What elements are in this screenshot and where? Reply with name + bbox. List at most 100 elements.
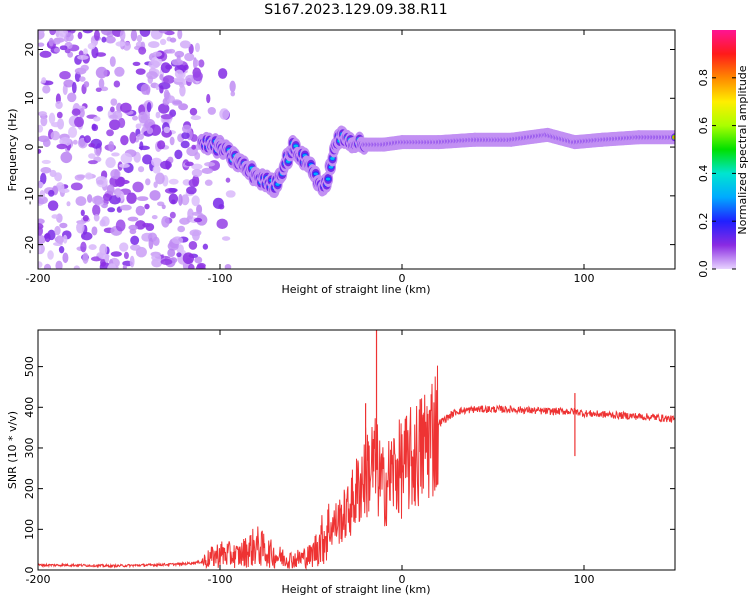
noise-speckle: [57, 236, 64, 245]
noise-speckle: [188, 263, 195, 269]
snr-ylabel: SNR (10 * v/v): [6, 411, 19, 489]
noise-speckle: [163, 89, 170, 100]
noise-speckle: [83, 48, 88, 55]
noise-speckle: [171, 236, 184, 245]
noise-speckle: [62, 234, 68, 244]
noise-speckle: [218, 204, 225, 210]
noise-speckle: [163, 126, 171, 134]
noise-speckle: [171, 199, 176, 204]
noise-speckle: [177, 30, 183, 40]
noise-speckle: [38, 148, 42, 154]
noise-speckle: [189, 107, 198, 116]
noise-speckle: [146, 127, 154, 135]
noise-speckle: [81, 231, 93, 241]
noise-speckle: [172, 100, 183, 105]
noise-speckle: [123, 251, 129, 260]
ridge-core: [293, 144, 299, 148]
noise-speckle: [93, 116, 101, 122]
noise-speckle: [225, 190, 236, 198]
noise-speckle: [132, 61, 141, 66]
noise-speckle: [206, 93, 211, 104]
noise-speckle: [75, 196, 87, 207]
noise-speckle: [66, 201, 71, 207]
colorbar-tick-label: 0.4: [697, 165, 710, 183]
noise-speckle: [96, 105, 104, 112]
noise-speckle: [194, 42, 200, 53]
noise-speckle: [83, 135, 91, 144]
noise-speckle: [188, 178, 199, 188]
snr-plot: [38, 330, 675, 570]
noise-speckle: [47, 250, 54, 260]
noise-speckle: [38, 218, 45, 225]
noise-speckle: [38, 196, 48, 205]
noise-speckle: [177, 225, 186, 233]
noise-speckle: [179, 84, 186, 97]
noise-speckle: [41, 77, 47, 84]
noise-speckle: [77, 31, 83, 40]
noise-speckle: [192, 230, 200, 241]
x-tick-label: 0: [399, 272, 406, 285]
noise-speckle: [70, 182, 83, 191]
ridge-core: [325, 177, 331, 181]
noise-speckle: [39, 50, 52, 58]
spectrogram-plot: [38, 30, 675, 269]
noise-speckle: [167, 48, 176, 54]
noise-speckle: [54, 225, 61, 236]
noise-speckle: [55, 100, 63, 110]
noise-speckle: [193, 217, 203, 223]
noise-speckle: [136, 196, 149, 202]
noise-speckle: [82, 215, 89, 222]
noise-speckle: [219, 108, 230, 120]
noise-speckle: [130, 235, 140, 245]
noise-speckle: [191, 144, 197, 150]
noise-speckle: [173, 77, 186, 83]
noise-speckle: [129, 131, 137, 144]
noise-speckle: [136, 34, 143, 43]
noise-speckle: [193, 59, 200, 67]
noise-speckle: [74, 174, 85, 181]
snr-line: [38, 365, 675, 570]
x-tick-label: 100: [574, 272, 595, 285]
noise-speckle: [107, 207, 116, 213]
noise-speckle: [120, 152, 133, 164]
noise-speckle: [152, 51, 163, 57]
noise-speckle: [63, 79, 75, 88]
noise-speckle: [174, 149, 183, 160]
noise-speckle: [186, 186, 197, 195]
noise-speckle: [48, 112, 56, 125]
noise-speckle: [184, 52, 195, 62]
noise-speckle: [82, 252, 89, 264]
noise-speckle: [87, 160, 98, 165]
noise-speckle: [178, 103, 189, 111]
y-tick-label: 10: [23, 91, 36, 105]
noise-speckle: [120, 204, 132, 211]
noise-speckle: [120, 102, 132, 113]
noise-speckle: [88, 153, 96, 159]
noise-speckle: [192, 71, 203, 82]
noise-speckle: [111, 152, 120, 157]
noise-speckle: [171, 58, 184, 66]
noise-speckle: [155, 172, 165, 185]
noise-speckle: [38, 42, 45, 47]
spectrogram-xlabel: Height of straight line (km): [281, 283, 430, 296]
noise-speckle: [190, 115, 202, 121]
noise-speckle: [160, 258, 173, 266]
noise-speckle: [67, 92, 77, 103]
noise-speckle: [100, 86, 109, 92]
noise-speckle: [137, 166, 145, 173]
noise-speckle: [38, 124, 44, 133]
noise-speckle: [86, 194, 93, 203]
noise-speckle: [204, 179, 213, 186]
noise-speckle: [130, 30, 138, 42]
noise-speckle: [202, 243, 209, 250]
y-tick-label: 500: [23, 356, 36, 377]
noise-speckle: [110, 251, 122, 257]
noise-speckle: [135, 123, 142, 130]
x-tick-label: -200: [26, 573, 51, 586]
y-tick-label: 20: [23, 43, 36, 57]
noise-speckle: [109, 119, 121, 131]
y-tick-label: 0: [23, 567, 36, 574]
noise-speckle: [161, 216, 170, 228]
x-tick-label: -200: [26, 272, 51, 285]
colorbar-tick-label: 0.8: [697, 69, 710, 87]
